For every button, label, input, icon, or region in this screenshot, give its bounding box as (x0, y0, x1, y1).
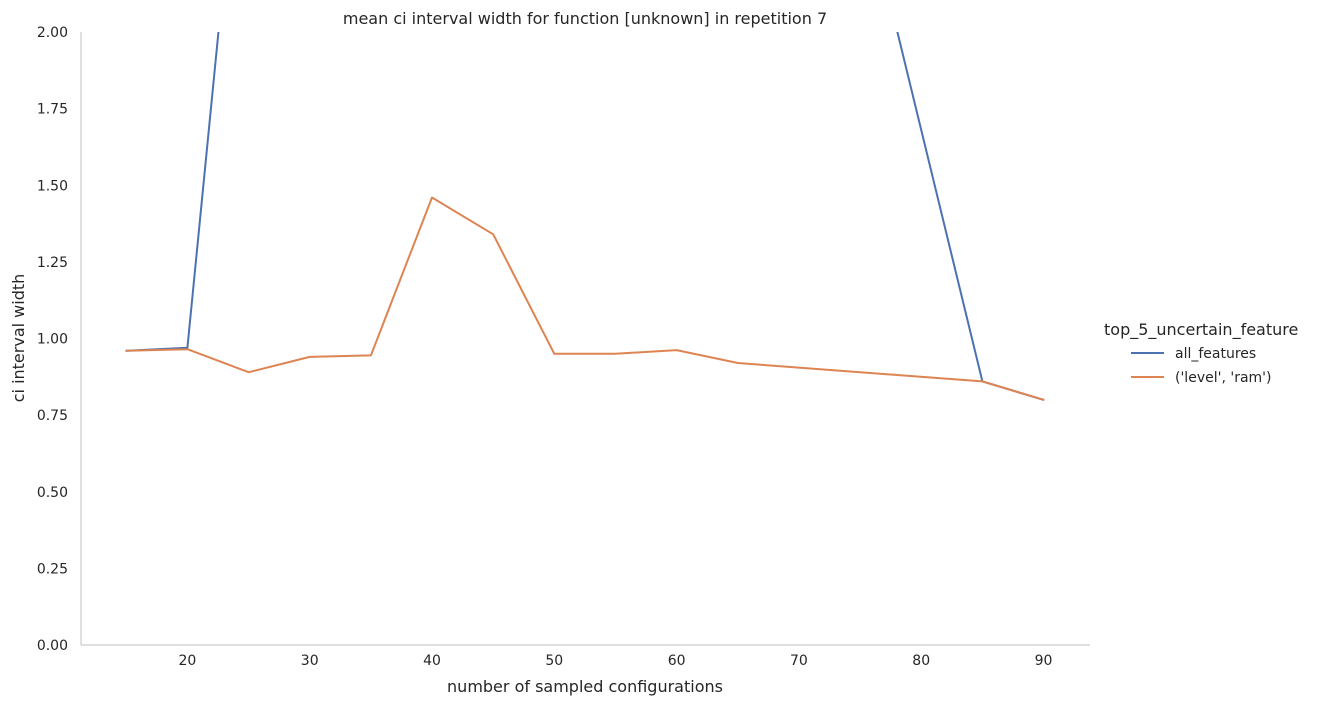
x-tick-label: 20 (178, 653, 196, 669)
x-tick-label: 40 (423, 653, 441, 669)
y-tick-label: 1.75 (37, 102, 68, 118)
x-tick-label: 90 (1035, 653, 1053, 669)
series-line-level-ram (125, 196, 1045, 401)
y-axis-ticks: 0.00 0.25 0.50 0.75 1.00 1.25 1.50 1.75 2.00 (37, 25, 68, 654)
x-tick-label: 50 (545, 653, 563, 669)
x-tick-label: 80 (912, 653, 930, 669)
y-tick-label: 0.75 (37, 408, 68, 424)
x-axis-label: number of sampled configurations (447, 677, 723, 696)
x-tick-label: 60 (668, 653, 686, 669)
x-tick-label: 30 (301, 653, 319, 669)
x-axis-ticks: 20 30 40 50 60 70 80 90 (178, 653, 1052, 669)
y-tick-label: 2.00 (37, 25, 68, 41)
legend-label: all_features (1175, 346, 1256, 362)
legend-label: ('level', 'ram') (1175, 370, 1271, 386)
y-tick-label: 0.25 (37, 561, 68, 577)
x-tick-label: 70 (790, 653, 808, 669)
chart-title: mean ci interval width for function [unk… (343, 9, 827, 28)
y-tick-label: 1.00 (37, 332, 68, 348)
legend-title: top_5_uncertain_feature (1104, 320, 1298, 340)
y-tick-label: 0.50 (37, 485, 68, 501)
legend: top_5_uncertain_feature all_features ('le… (1104, 320, 1298, 386)
series-layer (125, 32, 1045, 401)
y-tick-label: 1.50 (37, 178, 68, 194)
y-tick-label: 0.00 (37, 638, 68, 654)
y-tick-label: 1.25 (37, 255, 68, 271)
y-axis-label: ci interval width (9, 274, 28, 403)
series-line-all-features (125, 32, 1045, 401)
